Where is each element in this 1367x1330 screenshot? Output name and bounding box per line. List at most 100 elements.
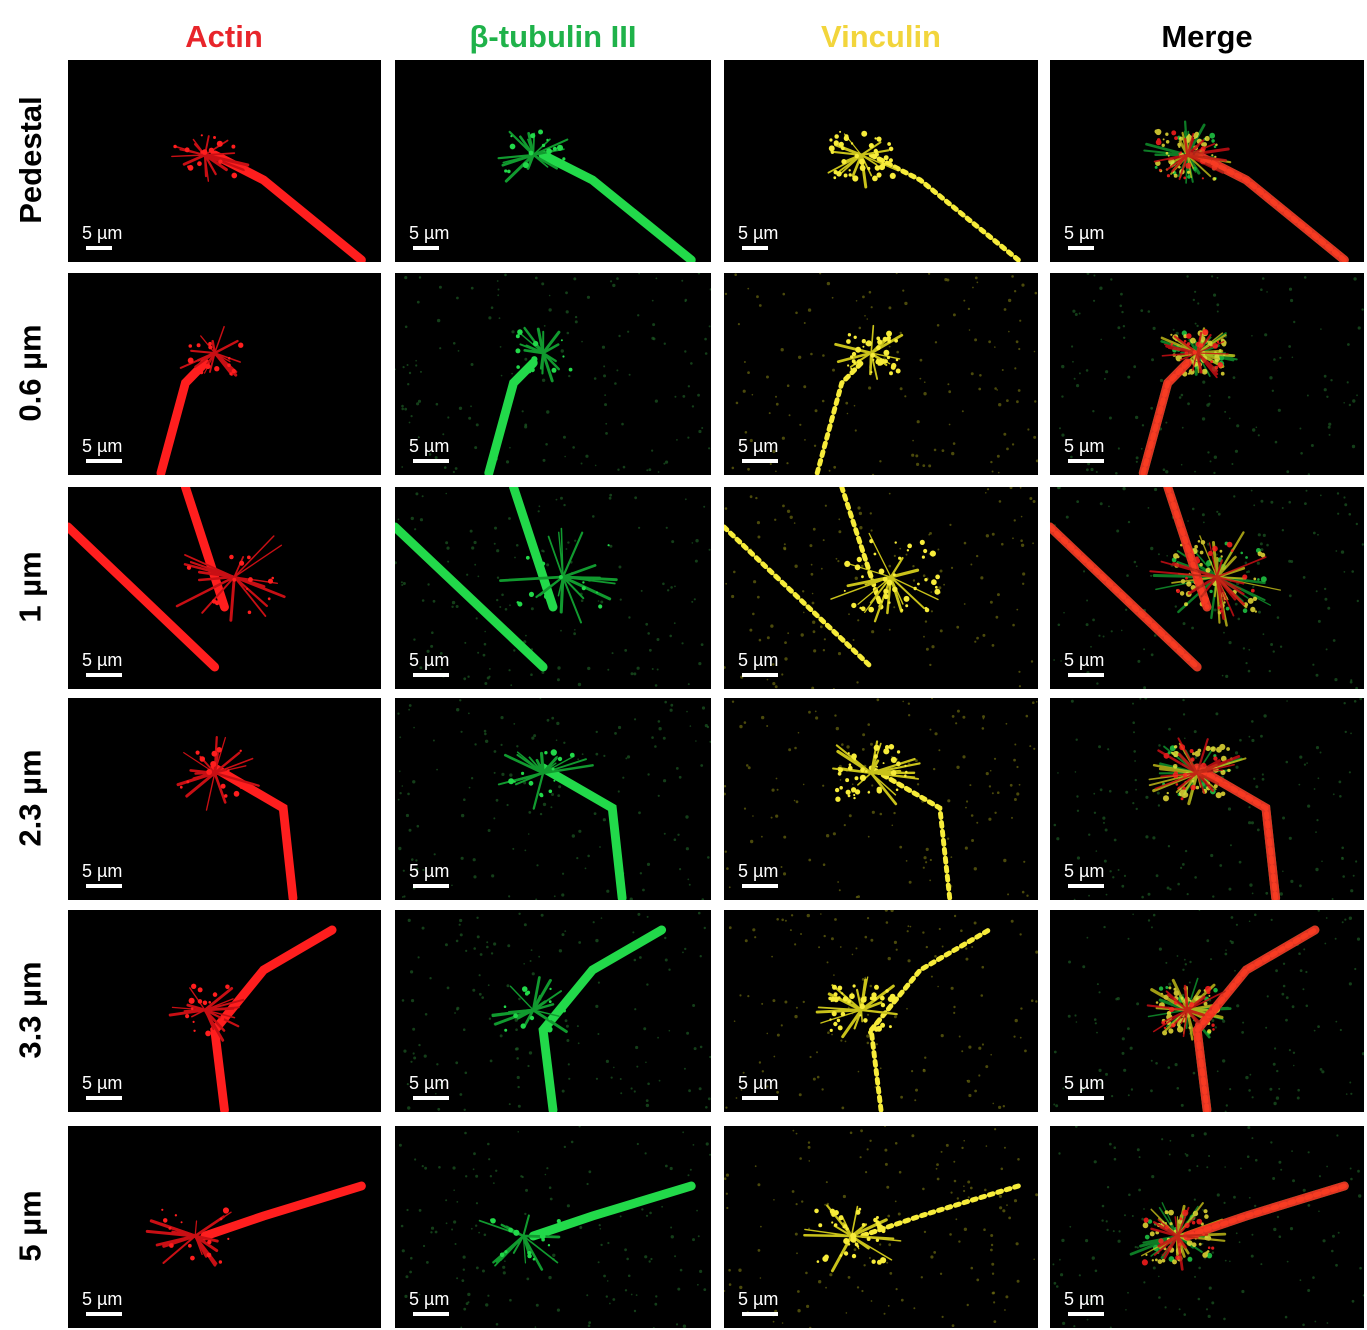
punctum <box>1223 601 1226 604</box>
background-pillar-dot <box>1035 1000 1038 1003</box>
background-pillar-dot <box>953 1005 956 1009</box>
background-pillar-dot <box>1318 1175 1322 1178</box>
green-channel-signal <box>497 749 627 900</box>
punctum <box>883 748 890 755</box>
background-pillar-dot <box>1137 659 1141 663</box>
background-pillar-dot <box>1288 1049 1291 1052</box>
background-pillar-dot <box>1108 505 1110 508</box>
background-pillar-dot <box>1133 560 1137 564</box>
background-pillar-dot <box>772 449 776 454</box>
punctum <box>1188 1026 1192 1030</box>
background-pillar-dot <box>469 529 473 533</box>
background-pillar-dot <box>853 404 856 407</box>
background-pillar-dot <box>1359 1266 1362 1270</box>
background-pillar-dot <box>595 938 599 943</box>
punctum <box>220 783 226 789</box>
background-pillar-dot <box>1105 1220 1108 1223</box>
scale-bar <box>413 459 449 463</box>
punctum <box>553 779 556 782</box>
micrograph-yellow-row-1: 5 µm <box>724 60 1038 262</box>
background-pillar-dot <box>1086 273 1090 275</box>
background-pillar-dot <box>464 1131 467 1135</box>
punctum <box>227 1237 230 1240</box>
background-pillar-dot <box>1224 1166 1226 1168</box>
background-pillar-dot <box>837 560 840 563</box>
background-pillar-dot <box>802 611 805 614</box>
punctum <box>192 1020 195 1023</box>
background-pillar-dot <box>1208 394 1211 397</box>
background-pillar-dot <box>833 974 835 976</box>
background-pillar-dot <box>704 337 707 341</box>
punctum <box>890 364 896 370</box>
filopodium <box>841 1008 863 1039</box>
punctum <box>208 1001 212 1004</box>
filopodium <box>1178 154 1189 181</box>
background-pillar-dot <box>651 336 655 340</box>
background-pillar-dot <box>442 433 445 436</box>
punctum <box>246 555 251 560</box>
background-pillar-dot <box>1299 1279 1302 1282</box>
filopodium <box>1167 153 1189 161</box>
background-pillar-dot <box>475 617 478 620</box>
background-pillar-dot <box>907 959 911 963</box>
background-pillar-dot <box>1317 777 1320 780</box>
punctum <box>862 345 865 348</box>
background-pillar-dot <box>1224 410 1227 413</box>
background-pillar-dot <box>747 766 751 770</box>
background-pillar-dot <box>493 942 497 946</box>
background-pillar-dot <box>628 373 631 376</box>
background-pillar-dot <box>463 677 467 681</box>
background-pillar-dot <box>982 715 986 719</box>
background-pillar-dot <box>451 605 454 608</box>
background-pillar-dot <box>1351 1299 1355 1303</box>
background-pillar-dot <box>978 1074 981 1077</box>
punctum <box>1186 333 1192 339</box>
background-pillar-dot <box>398 770 401 773</box>
background-pillar-dot <box>835 557 838 560</box>
background-pillar-dot <box>402 366 405 369</box>
background-pillar-dot <box>1073 898 1076 900</box>
background-pillar-dot <box>814 409 818 413</box>
background-pillar-dot <box>1194 290 1197 293</box>
background-pillar-dot <box>1112 1230 1115 1233</box>
background-pillar-dot <box>422 868 425 872</box>
background-pillar-dot <box>886 1261 889 1264</box>
background-pillar-dot <box>410 1256 413 1260</box>
background-pillar-dot <box>810 563 813 566</box>
background-pillar-dot <box>624 1289 628 1292</box>
background-pillar-dot <box>400 581 403 584</box>
background-pillar-dot <box>930 610 934 613</box>
background-pillar-dot <box>1013 1035 1016 1038</box>
background-pillar-dot <box>1352 399 1356 403</box>
background-pillar-dot <box>846 412 849 415</box>
punctum <box>1218 349 1222 352</box>
punctum <box>1162 1030 1168 1036</box>
background-pillar-dot <box>556 678 560 682</box>
punctum <box>842 996 849 1002</box>
background-pillar-dot <box>1059 1258 1061 1261</box>
background-pillar-dot <box>1102 635 1105 638</box>
punctum <box>1158 168 1162 172</box>
background-pillar-dot <box>800 933 803 935</box>
punctum <box>935 574 940 580</box>
background-pillar-dot <box>665 526 668 529</box>
background-pillar-dot <box>1001 369 1004 371</box>
punctum <box>904 774 907 777</box>
punctum <box>1173 745 1178 749</box>
background-pillar-dot <box>657 720 661 723</box>
background-pillar-dot <box>426 649 430 653</box>
filopodium <box>850 1218 888 1238</box>
green-channel-signal <box>491 925 667 1112</box>
background-pillar-dot <box>1074 771 1077 773</box>
red-channel-signal <box>1138 329 1229 475</box>
background-pillar-dot <box>619 1078 622 1080</box>
background-pillar-dot <box>1315 746 1320 750</box>
background-pillar-dot <box>1074 1014 1077 1017</box>
punctum <box>873 552 877 556</box>
background-pillar-dot <box>1224 1110 1227 1112</box>
punctum <box>1220 555 1223 558</box>
background-pillar-dot <box>699 1045 703 1049</box>
background-pillar-dot <box>407 918 411 922</box>
punctum <box>1200 762 1207 769</box>
punctum <box>1142 1222 1149 1229</box>
